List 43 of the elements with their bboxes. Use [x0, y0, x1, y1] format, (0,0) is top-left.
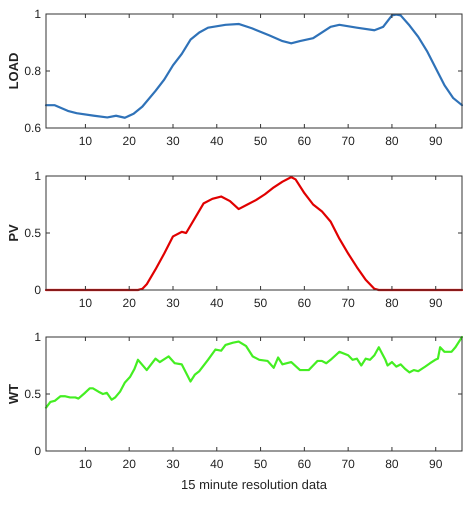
x-tick-label: 20 [122, 134, 136, 148]
y-tick-label: 1 [34, 169, 42, 183]
y-tick-label: 0.8 [24, 64, 42, 78]
line-series [44, 13, 463, 119]
x-tick-label: 70 [341, 134, 356, 148]
x-tick-label: 10 [78, 296, 92, 310]
y-tick-label: 0.6 [24, 121, 42, 135]
x-tick-label: 10 [78, 457, 92, 471]
x-tick-label: 10 [78, 134, 92, 148]
y-tick-label: 1 [34, 330, 42, 344]
y-tick-label: 0 [34, 283, 42, 297]
x-tick-label: 30 [166, 134, 180, 148]
y-tick-label: 0.5 [24, 226, 42, 240]
x-tick-label: 50 [254, 457, 268, 471]
x-tick-label: 60 [298, 296, 312, 310]
x-tick-label: 30 [166, 296, 180, 310]
x-tick-label: 20 [122, 457, 136, 471]
x-tick-label: 40 [210, 457, 224, 471]
y-axis-title: LOAD [6, 52, 21, 90]
x-tick-label: 90 [429, 134, 443, 148]
x-tick-label: 40 [210, 296, 224, 310]
y-tick-label: 0 [34, 444, 42, 458]
x-tick-label: 70 [341, 296, 356, 310]
x-tick-label: 90 [429, 296, 443, 310]
x-tick-label: 40 [210, 134, 224, 148]
y-axis-title: PV [6, 224, 21, 242]
x-tick-label: 20 [122, 296, 136, 310]
x-tick-label: 60 [298, 134, 312, 148]
y-tick-label: 0.5 [24, 387, 42, 401]
x-tick-label: 50 [254, 296, 268, 310]
y-tick-label: 1 [34, 7, 42, 21]
x-tick-label: 70 [341, 457, 356, 471]
x-tick-label: 80 [385, 457, 399, 471]
x-tick-label: 60 [298, 457, 312, 471]
x-axis-title: 15 minute resolution data [181, 477, 328, 492]
x-tick-label: 90 [429, 457, 443, 471]
y-axis-title: WT [6, 384, 21, 404]
x-tick-label: 80 [385, 134, 399, 148]
line-series [44, 336, 463, 409]
x-tick-label: 80 [385, 296, 399, 310]
x-tick-label: 30 [166, 457, 180, 471]
x-tick-label: 50 [254, 134, 268, 148]
line-series [44, 176, 463, 292]
